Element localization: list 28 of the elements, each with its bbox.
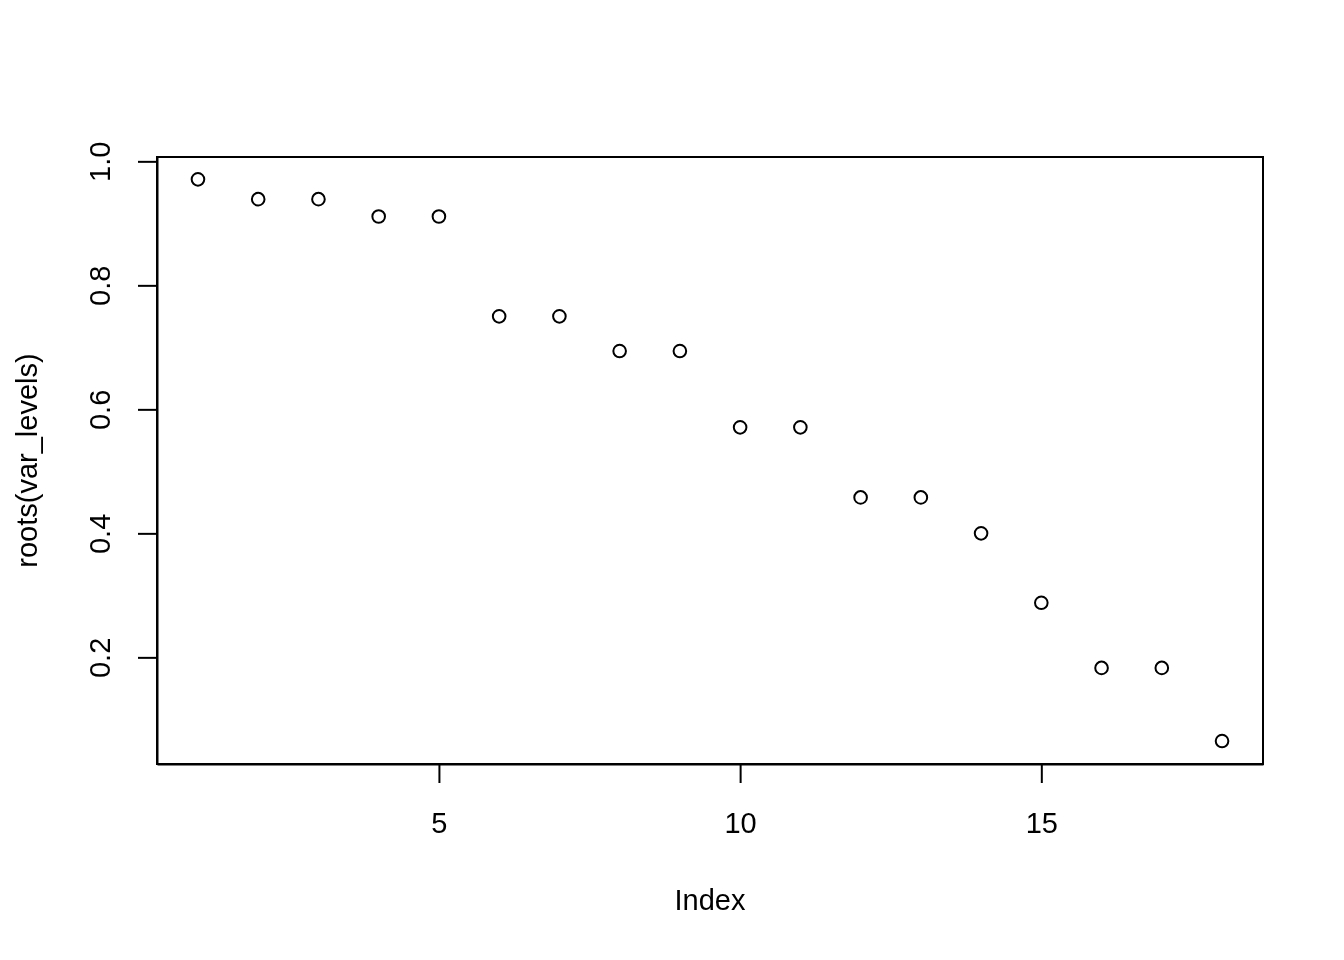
- point: [491, 309, 507, 324]
- y-tick-label: 0.8: [84, 265, 117, 307]
- point: [371, 209, 386, 224]
- point: [1154, 660, 1170, 676]
- point: [793, 420, 808, 435]
- point: [250, 191, 266, 207]
- point: [190, 172, 206, 187]
- point: [672, 343, 688, 359]
- x-tick-label: 5: [431, 807, 448, 840]
- point: [732, 420, 748, 435]
- y-tick-label: 0.4: [84, 513, 117, 555]
- point: [913, 490, 929, 505]
- point: [853, 490, 868, 505]
- point: [552, 309, 567, 324]
- y-tick-label: 0.6: [84, 389, 117, 431]
- point: [973, 526, 989, 541]
- point: [1034, 595, 1049, 611]
- point: [612, 343, 627, 359]
- x-axis-title: Index: [674, 884, 746, 917]
- x-tick-label: 15: [1025, 807, 1058, 840]
- y-tick-label: 0.2: [84, 637, 117, 679]
- x-tick-label: 10: [724, 807, 757, 840]
- point: [1094, 660, 1109, 676]
- y-axis-title: roots(var_levels): [11, 353, 44, 568]
- point: [1214, 733, 1230, 749]
- y-tick-label: 1.0: [84, 141, 117, 182]
- point: [311, 191, 326, 207]
- point: [431, 209, 447, 224]
